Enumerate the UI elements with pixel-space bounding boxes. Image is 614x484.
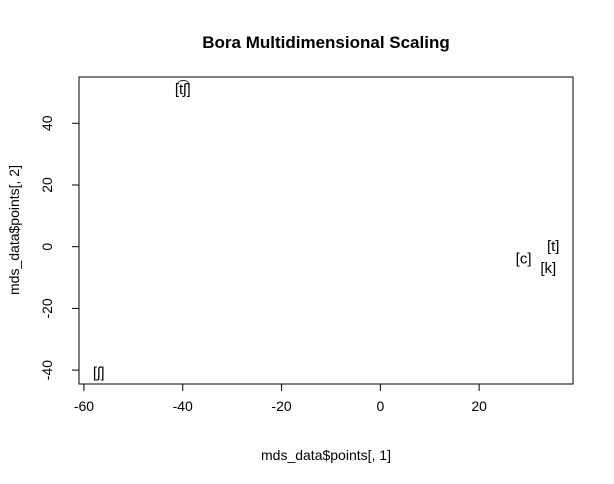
y-tick-label: 20: [39, 177, 55, 193]
x-axis-label: mds_data$points[, 1]: [261, 447, 391, 463]
chart-title: Bora Multidimensional Scaling: [202, 33, 449, 52]
x-tick-label: 20: [471, 398, 487, 414]
x-tick-label: -60: [74, 398, 94, 414]
x-tick-label: 0: [376, 398, 384, 414]
point-label: [t]: [547, 238, 560, 255]
data-points: [t͡ʃ] [t] [c] [k] [ʃ]: [93, 79, 560, 381]
point-label: [t͡ʃ]: [175, 79, 191, 97]
y-tick-label: -40: [39, 360, 55, 380]
y-axis: -40 -20 0 20 40: [39, 115, 80, 380]
x-tick-label: -20: [271, 398, 291, 414]
point-label: [k]: [540, 260, 556, 277]
y-tick-label: -20: [39, 298, 55, 318]
x-axis: -60 -40 -20 0 20: [74, 383, 487, 414]
point-label: [ʃ]: [93, 365, 105, 382]
plot-box: [78, 76, 574, 385]
y-tick-label: 40: [39, 115, 55, 131]
y-axis-label: mds_data$points[, 2]: [6, 165, 22, 295]
x-tick-label: -40: [173, 398, 193, 414]
point-label: [c]: [516, 251, 532, 268]
y-tick-label: 0: [39, 243, 55, 251]
